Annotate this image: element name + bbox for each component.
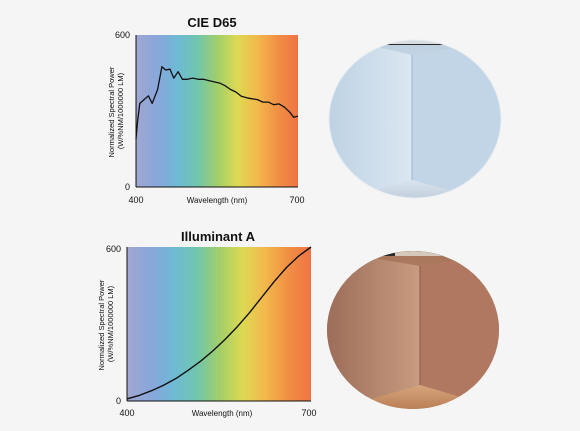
x-axis-label: Wavelength (nm) — [187, 196, 248, 205]
series-line — [135, 66, 299, 139]
chart-title: CIE D65 — [187, 15, 236, 30]
x-tick-max: 700 — [289, 195, 304, 205]
chart-title: Illuminant A — [181, 229, 256, 244]
chart-cie-d65: CIE D65 600 0 400 700 Wavelength (nm) No… — [107, 15, 305, 205]
spectrum-fade — [136, 35, 298, 187]
y-tick-max: 600 — [115, 30, 130, 40]
y-axis-label-line2: (W/%NM/1000000 LM) — [106, 285, 115, 362]
series-line — [126, 246, 312, 400]
y-axis-label-line2: (W/%NM/1000000 LM) — [116, 72, 125, 149]
y-axis-label: Normalized Spectral Power (W/%NM/1000000… — [107, 65, 125, 158]
x-axis-label: Wavelength (nm) — [192, 409, 253, 418]
y-axis-label-line1: Normalized Spectral Power — [97, 279, 106, 370]
chart-illuminant-a: Illuminant A 600 0 400 700 Wavelength (n… — [97, 229, 317, 418]
x-tick-min: 400 — [128, 195, 143, 205]
x-tick-min: 400 — [119, 408, 134, 418]
y-tick-min: 0 — [125, 182, 130, 192]
spectrum-fade — [127, 247, 311, 401]
y-axis-label-line1: Normalized Spectral Power — [107, 66, 116, 157]
y-tick-min: 0 — [116, 396, 121, 406]
y-tick-max: 600 — [106, 244, 121, 254]
daylight-room-photo — [328, 39, 502, 199]
incandescent-room-photo — [327, 251, 499, 409]
y-axis-label: Normalized Spectral Power (W/%NM/1000000… — [97, 278, 115, 371]
x-tick-max: 700 — [301, 408, 316, 418]
